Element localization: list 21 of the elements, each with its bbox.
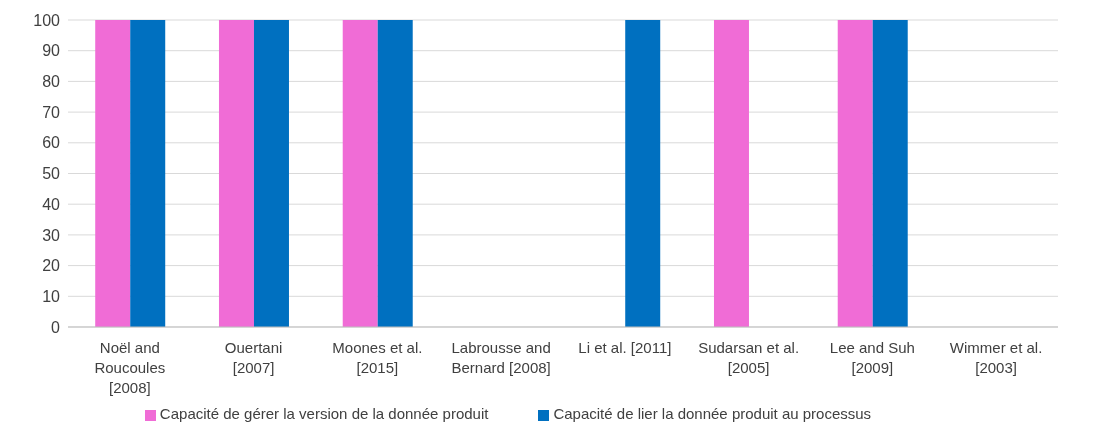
x-tick-label: Lee and Suh [2009] [829,339,915,376]
y-tick-label: 40 [42,195,61,213]
y-tick-label: 10 [42,287,61,305]
legend-label: Capacité de lier la donnée produit au processus [553,405,872,422]
legend-label: Capacité de gérer la version de la donnée produit [159,405,489,422]
y-tick-label: 70 [42,103,61,121]
y-tick-label: 90 [42,42,61,60]
x-tick-label: Noël and Roucoules [2008] [94,339,166,396]
x-tick-label: Sudarsan et al. [2005] [698,339,800,376]
x-tick-label: Moones et al. [2015] [332,339,423,376]
x-tick-label: Wimmer et al. [2003] [949,339,1043,376]
x-tick-label: Li et al. [2011] [578,339,672,356]
y-tick-label: 0 [51,318,61,336]
x-tick-label: Ouertani [2007] [224,339,283,376]
x-tick-label: Labrousse and Bernard [2008] [451,339,551,376]
y-tick-label: 80 [42,73,61,91]
y-tick-label: 20 [42,257,61,275]
y-tick-label: 50 [42,165,61,183]
y-tick-label: 60 [42,134,61,152]
y-tick-label: 100 [33,11,61,29]
y-tick-label: 30 [42,226,61,244]
